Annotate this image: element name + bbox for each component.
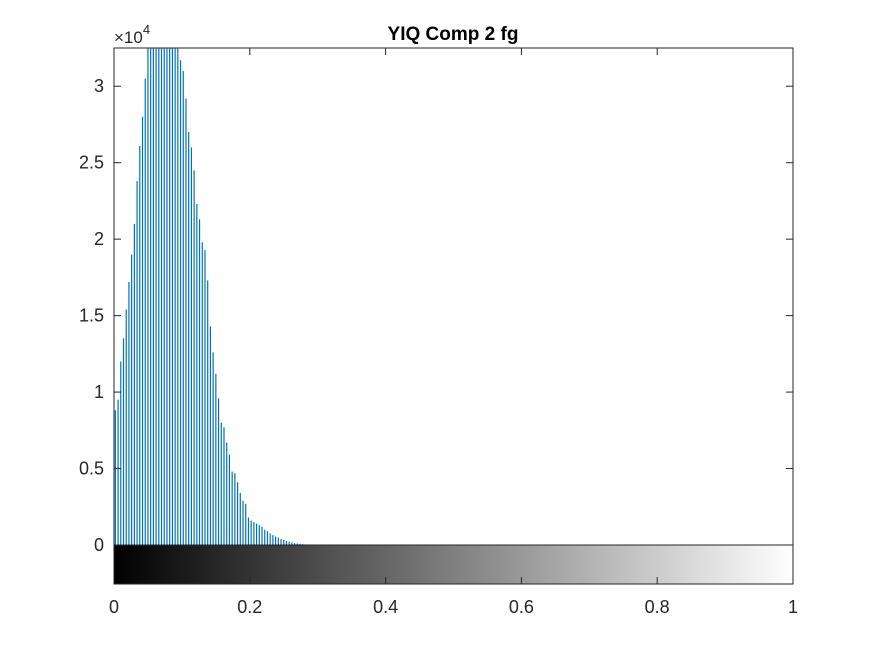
x-tick-label: 0.2 (237, 597, 262, 617)
y-tick-label: 0.5 (79, 459, 104, 479)
y-tick-label: 1 (94, 382, 104, 402)
y-exponent-label: ×104 (114, 22, 150, 47)
y-tick-label: 2.5 (79, 153, 104, 173)
x-tick-label: 0.4 (373, 597, 398, 617)
x-tick-label: 1 (788, 597, 798, 617)
colorbar (113, 544, 794, 585)
y-axis: 0 0.5 1 1.5 2 2.5 3 (79, 76, 793, 555)
chart-title: YIQ Comp 2 fg (388, 24, 519, 45)
x-tick-label: 0.8 (645, 597, 670, 617)
colorbar-gradient (113, 544, 794, 585)
x-tick-label: 0 (109, 597, 119, 617)
y-tick-label: 2 (94, 229, 104, 249)
y-tick-label: 0 (94, 535, 104, 555)
y-tick-label: 1.5 (79, 306, 104, 326)
x-tick-label: 0.6 (509, 597, 534, 617)
y-tick-label: 3 (94, 76, 104, 96)
x-axis: 0 0.2 0.4 0.6 0.8 1 (109, 48, 798, 617)
histogram-bars (114, 48, 317, 545)
